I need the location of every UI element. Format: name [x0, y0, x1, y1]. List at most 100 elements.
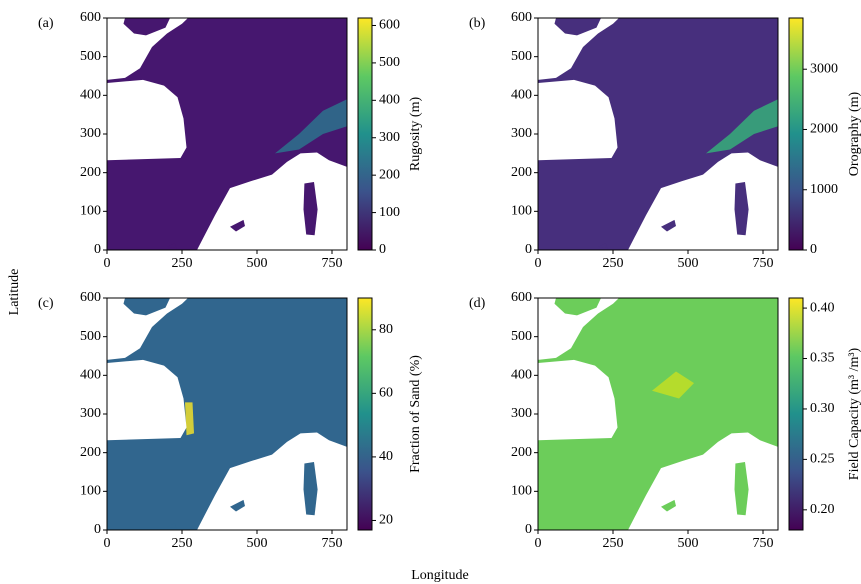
colorbar	[788, 17, 804, 251]
map	[538, 18, 778, 250]
y-tick-label: 300	[80, 406, 101, 421]
x-tick-label: 0	[104, 256, 111, 271]
sea	[538, 79, 618, 161]
y-tick-label: 400	[80, 368, 101, 383]
colorbar-tick-label: 600	[379, 18, 400, 33]
x-tick-label: 500	[247, 536, 268, 551]
y-tick-label: 100	[511, 484, 532, 499]
map	[107, 298, 347, 530]
y-tick-label: 600	[511, 10, 532, 25]
colorbar-tick-label: 2000	[810, 122, 838, 137]
sea	[107, 18, 188, 80]
panel-label: (d)	[469, 296, 486, 311]
y-tick-label: 500	[511, 329, 532, 344]
map-panel: (a) 0 250 500 750 0 100 200 300 400 500 600 0 100 200 3…	[38, 10, 423, 271]
y-tick-label: 100	[80, 484, 101, 499]
y-tick-label: 500	[511, 49, 532, 64]
panel-label: (c)	[38, 296, 54, 311]
x-tick-label: 250	[603, 256, 624, 271]
x-axis-label: Longitude	[411, 568, 469, 583]
island	[734, 461, 749, 516]
y-tick-label: 600	[80, 10, 101, 25]
sea	[107, 79, 187, 161]
x-tick-label: 250	[172, 256, 193, 271]
x-tick-label: 750	[753, 536, 774, 551]
map	[538, 298, 778, 530]
island	[661, 219, 676, 232]
panel-label: (a)	[38, 16, 54, 31]
sea	[538, 18, 619, 80]
island	[230, 499, 245, 512]
y-tick-label: 0	[94, 242, 101, 257]
y-tick-label: 0	[525, 242, 532, 257]
x-tick-label: 0	[104, 536, 111, 551]
colorbar-tick-label: 80	[379, 322, 393, 337]
colorbar-label: Field Capacity (m³ /m³)	[847, 347, 861, 480]
y-tick-label: 600	[80, 290, 101, 305]
island	[167, 243, 177, 249]
y-tick-label: 100	[511, 204, 532, 219]
highlight	[275, 99, 347, 154]
x-tick-label: 500	[678, 536, 699, 551]
sea	[538, 298, 619, 360]
y-tick-label: 100	[80, 204, 101, 219]
y-tick-label: 200	[80, 445, 101, 460]
island	[661, 499, 676, 512]
colorbar	[788, 297, 804, 531]
colorbar-tick-label: 0.25	[810, 452, 835, 467]
map-panel: (c) 0 250 500 750 0 100 200 300 400 500 600 20 40 60 80…	[38, 290, 423, 551]
highlight	[652, 371, 694, 399]
y-tick-label: 300	[80, 126, 101, 141]
colorbar-tick-label: 40	[379, 449, 393, 464]
island	[303, 461, 318, 516]
colorbar-tick-label: 1000	[810, 182, 838, 197]
map-panel: (d) 0 250 500 750 0 100 200 300 400 500 600 0.20 0.25…	[469, 290, 861, 551]
x-tick-label: 750	[322, 256, 343, 271]
island	[167, 523, 177, 529]
y-tick-label: 400	[511, 368, 532, 383]
island	[230, 219, 245, 232]
sea	[107, 298, 188, 360]
x-tick-label: 250	[172, 536, 193, 551]
island	[123, 18, 170, 36]
island	[598, 243, 608, 249]
colorbar-tick-label: 200	[379, 167, 400, 182]
colorbar-tick-label: 20	[379, 513, 393, 528]
x-tick-label: 500	[247, 256, 268, 271]
colorbar-tick-label: 0.40	[810, 300, 835, 315]
island	[303, 181, 318, 236]
x-tick-label: 0	[535, 536, 542, 551]
y-axis-label: Latitude	[7, 269, 22, 316]
y-tick-label: 400	[80, 88, 101, 103]
colorbar-tick-label: 100	[379, 205, 400, 220]
island	[734, 181, 749, 236]
island	[554, 18, 601, 36]
y-tick-label: 0	[94, 522, 101, 537]
y-tick-label: 0	[525, 522, 532, 537]
map	[107, 18, 347, 250]
map-panel: (b) 0 250 500 750 0 100 200 300 400 500 600 0 1000 200…	[469, 10, 861, 271]
colorbar	[357, 297, 373, 531]
highlight	[185, 402, 194, 436]
colorbar-label: Orography (m)	[847, 91, 861, 176]
y-tick-label: 200	[511, 445, 532, 460]
colorbar-tick-label: 0	[810, 242, 817, 257]
panel-label: (b)	[469, 16, 486, 31]
colorbar-label: Rugosity (m)	[408, 97, 423, 172]
colorbar-tick-label: 0.30	[810, 401, 835, 416]
colorbar	[357, 17, 373, 251]
y-tick-label: 200	[511, 165, 532, 180]
x-tick-label: 750	[753, 256, 774, 271]
island	[598, 523, 608, 529]
y-tick-label: 300	[511, 406, 532, 421]
y-tick-label: 500	[80, 49, 101, 64]
island	[554, 298, 601, 316]
colorbar-tick-label: 0	[379, 242, 386, 257]
x-tick-label: 500	[678, 256, 699, 271]
y-tick-label: 200	[80, 165, 101, 180]
colorbar-tick-label: 0.35	[810, 351, 835, 366]
island	[123, 298, 170, 316]
colorbar-tick-label: 400	[379, 93, 400, 108]
y-tick-label: 600	[511, 290, 532, 305]
